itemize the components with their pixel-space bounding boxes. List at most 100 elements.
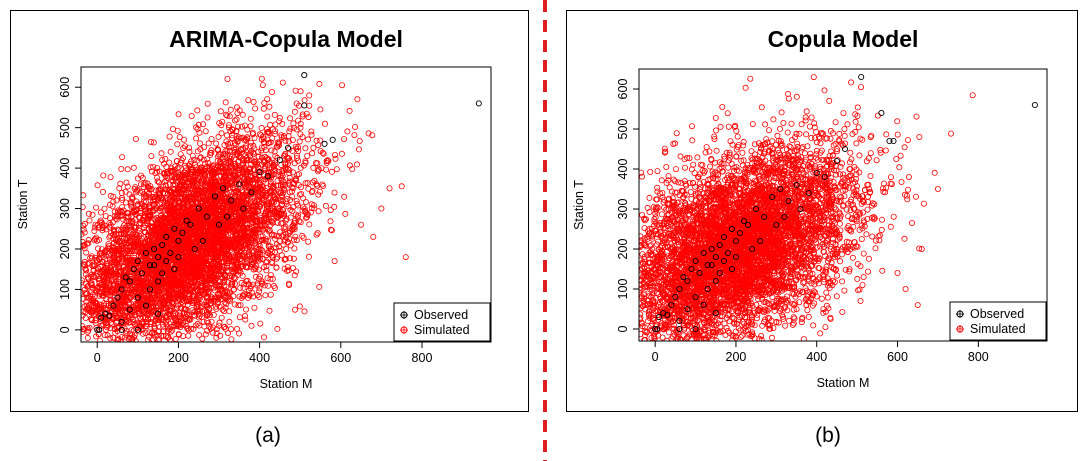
point-simulated [325,157,332,164]
point-simulated [195,311,202,318]
point-simulated [286,146,293,153]
point-simulated [274,139,281,146]
point-simulated [252,105,259,112]
point-simulated [84,274,91,281]
point-simulated [123,330,130,337]
point-simulated [290,180,297,187]
point-simulated [225,292,232,299]
point-simulated [107,192,114,199]
point-simulated [108,300,115,307]
point-simulated [221,323,228,330]
point-simulated [270,163,277,170]
point-simulated [323,159,330,166]
point-simulated [278,252,285,259]
point-simulated [275,142,282,149]
point-simulated [160,170,167,177]
point-simulated [133,238,140,245]
point-simulated [96,292,103,299]
point-simulated [213,334,220,341]
point-simulated [294,200,301,207]
point-simulated [256,273,263,280]
point-simulated [333,166,340,173]
point-simulated [231,117,238,124]
point-simulated [85,240,92,247]
point-simulated [153,168,160,175]
point-simulated [233,116,240,123]
point-simulated [205,310,212,317]
point-simulated [291,272,298,279]
point-simulated [316,283,323,290]
point-simulated [95,224,102,231]
point-simulated [162,318,169,325]
point-simulated [289,137,296,144]
point-simulated [196,129,203,136]
point-simulated [89,211,96,218]
point-simulated [116,185,123,192]
point-simulated [208,318,215,325]
chart-panel-a: ARIMA-Copula Model 0 200 400 600 800 0 100 200 30… [10,10,529,412]
point-simulated [96,284,103,291]
point-simulated [226,147,233,154]
point-simulated [321,120,328,127]
point-simulated [196,140,203,147]
point-simulated [227,128,234,135]
point-simulated [132,338,139,342]
point-simulated [174,127,181,134]
point-simulated [175,111,182,118]
point-simulated [231,160,238,167]
point-simulated [286,155,293,162]
point-simulated [178,304,185,311]
point-simulated [302,198,309,205]
point-simulated [265,282,272,289]
point-simulated [118,334,125,341]
point-simulated [224,112,231,119]
point-simulated [85,210,92,217]
point-simulated [81,222,87,229]
point-simulated [150,336,157,342]
point-simulated [331,189,338,196]
point-simulated [185,332,192,339]
point-simulated [231,301,238,308]
point-simulated [125,300,132,307]
point-simulated [299,111,306,118]
point-simulated [290,255,297,262]
point-simulated [300,204,307,211]
point-simulated [341,136,348,143]
point-simulated [279,79,286,86]
point-simulated [271,111,278,118]
point-simulated [123,318,130,325]
point-simulated [204,311,211,318]
point-simulated [174,187,181,194]
point-simulated [247,123,254,130]
point-simulated [244,264,251,271]
point-simulated [328,227,335,234]
point-simulated [216,292,223,299]
point-simulated [297,88,304,95]
point-simulated [85,306,92,313]
point-simulated [159,305,166,312]
point-simulated [186,148,193,155]
point-simulated [169,327,176,334]
point-simulated [305,114,312,121]
point-simulated [265,156,272,163]
point-simulated [260,135,267,142]
point-simulated [175,164,182,171]
point-simulated [145,333,152,340]
point-simulated [155,250,162,257]
point-simulated [150,163,157,170]
point-simulated [149,337,156,342]
point-simulated [228,336,235,342]
point-simulated [199,335,206,342]
point-simulated [213,140,220,147]
point-simulated [322,202,329,209]
point-simulated [222,99,229,106]
point-simulated [142,330,149,337]
point-simulated [216,120,223,127]
point-simulated [168,199,175,206]
point-simulated [221,299,228,306]
point-simulated [94,182,101,189]
point-simulated [174,165,181,172]
point-simulated [355,146,362,153]
point-simulated [255,185,262,192]
point-simulated [196,331,203,338]
